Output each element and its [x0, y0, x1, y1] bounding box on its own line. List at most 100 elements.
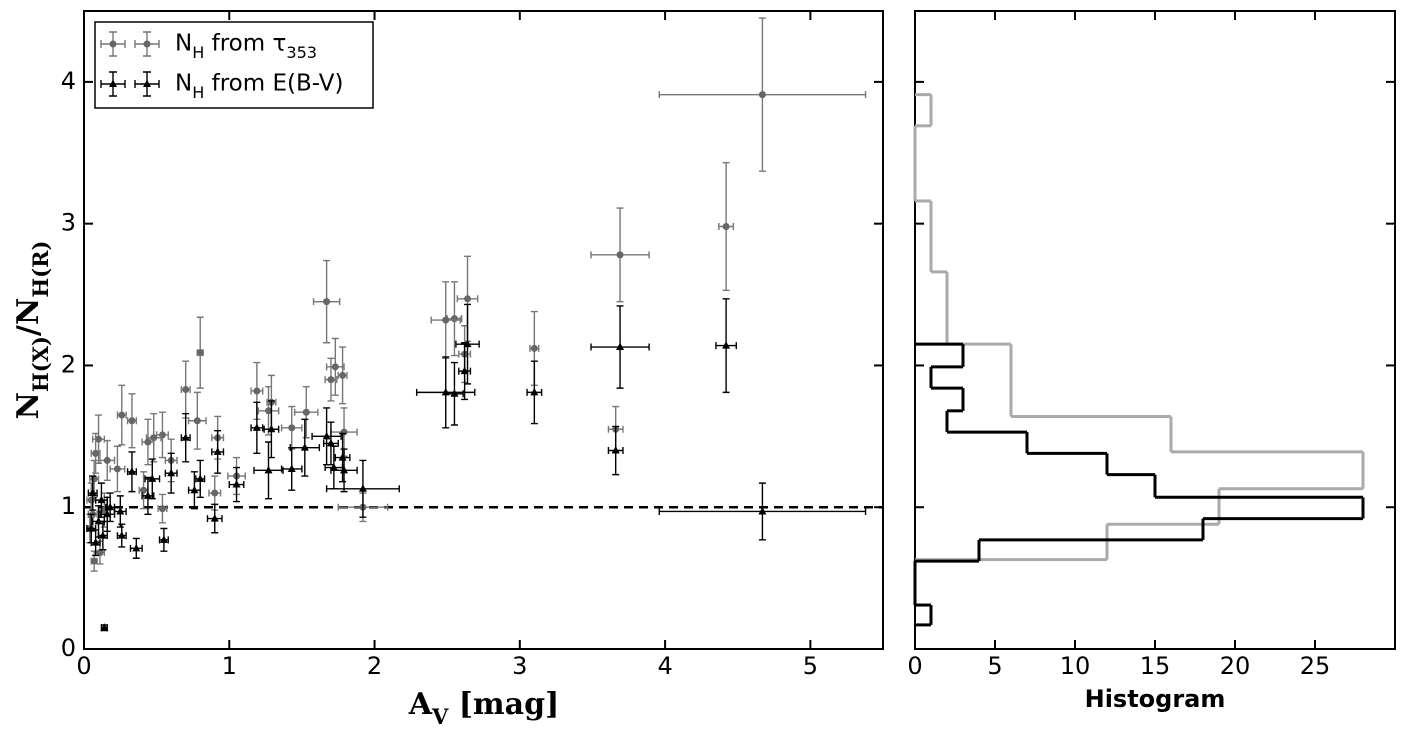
data-point — [106, 502, 115, 511]
y-tick-label: 1 — [61, 492, 76, 520]
hist-x-label: Histogram — [1085, 685, 1226, 713]
data-point — [211, 489, 219, 497]
data-point — [331, 363, 339, 371]
data-point — [339, 371, 347, 379]
legend-box — [94, 21, 374, 109]
data-point — [94, 516, 103, 525]
data-point — [167, 468, 176, 477]
data-point — [358, 484, 367, 492]
data-point — [288, 424, 296, 432]
data-point — [327, 376, 335, 384]
data-point — [103, 456, 111, 464]
data-point — [91, 538, 100, 546]
data-point — [210, 514, 219, 522]
data-point — [616, 251, 624, 259]
x-tick-label: 2 — [367, 652, 382, 680]
x-tick-label: 4 — [657, 652, 672, 680]
x-tick-label: 5 — [987, 652, 1002, 680]
data-point — [117, 531, 126, 539]
data-point — [190, 485, 199, 494]
data-point — [182, 386, 190, 394]
data-point — [159, 535, 168, 543]
data-point — [143, 491, 152, 499]
data-point — [232, 480, 241, 488]
plot-frame — [914, 10, 1396, 650]
legend-marker — [109, 79, 117, 87]
data-point — [300, 443, 309, 451]
x-tick-label: 25 — [1300, 652, 1331, 680]
data-point — [464, 295, 472, 303]
data-point — [96, 549, 104, 557]
data-point — [148, 474, 157, 482]
data-point — [264, 465, 273, 474]
data-point — [758, 506, 767, 515]
data-point — [150, 434, 158, 442]
x-tick-label: 10 — [1060, 652, 1091, 680]
data-point — [140, 486, 148, 494]
data-point — [88, 488, 97, 497]
legend-marker — [143, 40, 151, 48]
data-point — [322, 431, 331, 440]
y-tick-label: 4 — [61, 67, 76, 95]
data-point — [611, 446, 620, 454]
data-point — [97, 495, 106, 504]
y-tick-label: 3 — [61, 209, 76, 237]
data-point — [722, 223, 730, 231]
data-point — [128, 417, 136, 425]
data-point — [144, 438, 152, 446]
data-point — [323, 298, 331, 306]
x-tick-label: 1 — [222, 652, 237, 680]
data-point — [326, 438, 335, 447]
data-point — [442, 316, 450, 324]
data-point — [252, 423, 261, 431]
x-tick-label: 0 — [907, 652, 922, 680]
data-point — [722, 341, 731, 349]
data-point — [95, 435, 103, 443]
data-point — [287, 464, 296, 472]
data-point — [530, 387, 539, 396]
data-point — [450, 315, 458, 323]
data-point — [193, 417, 201, 425]
legend-marker — [109, 40, 117, 48]
x-tick-label: 15 — [1140, 652, 1171, 680]
data-point — [264, 407, 272, 415]
data-point — [616, 342, 625, 351]
x-axis-label: AV [mag] — [408, 687, 560, 729]
data-point — [90, 557, 98, 565]
x-tick-label: 20 — [1220, 652, 1251, 680]
data-point — [116, 506, 125, 515]
data-point — [196, 349, 204, 357]
data-point — [118, 411, 126, 419]
data-point — [87, 496, 95, 504]
data-point — [338, 453, 347, 461]
data-point — [441, 387, 450, 396]
data-point — [181, 433, 190, 441]
x-tick-label: 3 — [512, 652, 527, 680]
data-point — [329, 463, 338, 471]
data-point — [196, 474, 205, 482]
data-point — [530, 344, 538, 352]
x-tick-label: 5 — [803, 652, 818, 680]
data-point — [267, 424, 276, 433]
plot-frame — [83, 10, 884, 650]
y-axis-label: NH(X)/NH(R) — [11, 241, 53, 420]
data-point — [92, 449, 100, 457]
data-point — [98, 531, 107, 539]
data-point — [758, 91, 766, 99]
data-point — [302, 408, 310, 416]
data-point — [103, 509, 112, 518]
y-tick-label: 0 — [61, 634, 76, 662]
data-point — [253, 387, 261, 395]
y-tick-label: 2 — [61, 350, 76, 378]
data-point — [213, 447, 222, 455]
data-point — [113, 465, 121, 473]
data-point — [158, 505, 166, 513]
legend-marker — [143, 79, 151, 87]
data-point — [132, 543, 141, 552]
x-tick-label: 0 — [76, 652, 91, 680]
data-point — [460, 366, 469, 375]
data-point — [100, 623, 109, 631]
data-point — [87, 523, 96, 532]
legend-label: NH from τ353 — [175, 31, 317, 63]
data-point — [127, 467, 136, 475]
